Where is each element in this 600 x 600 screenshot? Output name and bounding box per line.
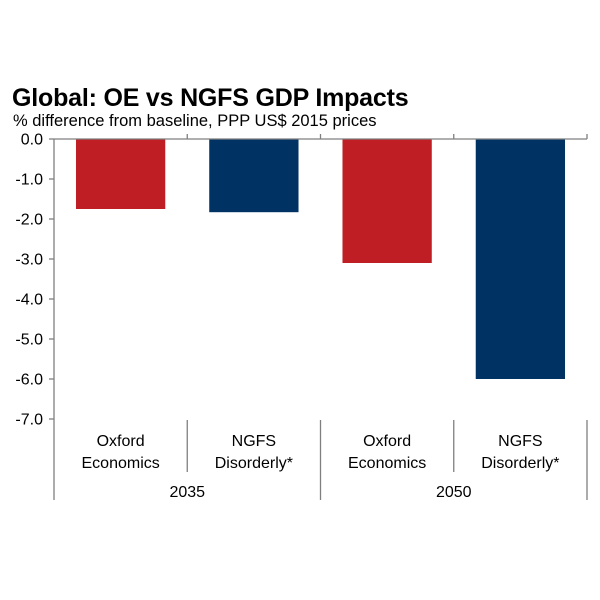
category-label: Economics bbox=[348, 455, 426, 472]
bar-2050-oxford-economics bbox=[342, 139, 432, 263]
category-label: Economics bbox=[82, 455, 160, 472]
group-label-2050: 2050 bbox=[436, 484, 472, 501]
chart-title: Global: OE vs NGFS GDP Impacts bbox=[12, 84, 409, 112]
y-tick-label: -5.0 bbox=[15, 332, 43, 349]
bar-2035-ngfs-disorderly bbox=[209, 139, 299, 213]
y-tick-label: -3.0 bbox=[15, 252, 43, 269]
y-tick-label: -1.0 bbox=[15, 172, 43, 189]
category-label: NGFS bbox=[232, 433, 276, 450]
y-tick-label: -7.0 bbox=[15, 412, 43, 429]
bar-2035-oxford-economics bbox=[75, 139, 166, 209]
y-tick-label: -2.0 bbox=[15, 212, 43, 229]
chart-subtitle: % difference from baseline, PPP US$ 2015… bbox=[13, 112, 377, 130]
axes-layer bbox=[49, 134, 588, 500]
labels-layer: 0.0 -1.0 -2.0 -3.0 -4.0 -5.0 -6.0 -7.0 Oxford Eco… bbox=[15, 132, 559, 502]
y-tick-label: -4.0 bbox=[15, 292, 43, 309]
category-label: Disorderly* bbox=[481, 455, 559, 472]
category-label: NGFS bbox=[498, 433, 542, 450]
bars-layer bbox=[75, 139, 566, 379]
y-tick-label: -6.0 bbox=[15, 372, 43, 389]
category-label: Disorderly* bbox=[215, 455, 293, 472]
bar-2050-ngfs-disorderly bbox=[475, 139, 566, 379]
y-tick-label: 0.0 bbox=[21, 132, 43, 149]
category-label: Oxford bbox=[97, 433, 145, 450]
category-label: Oxford bbox=[363, 433, 411, 450]
group-label-2035: 2035 bbox=[169, 484, 205, 501]
